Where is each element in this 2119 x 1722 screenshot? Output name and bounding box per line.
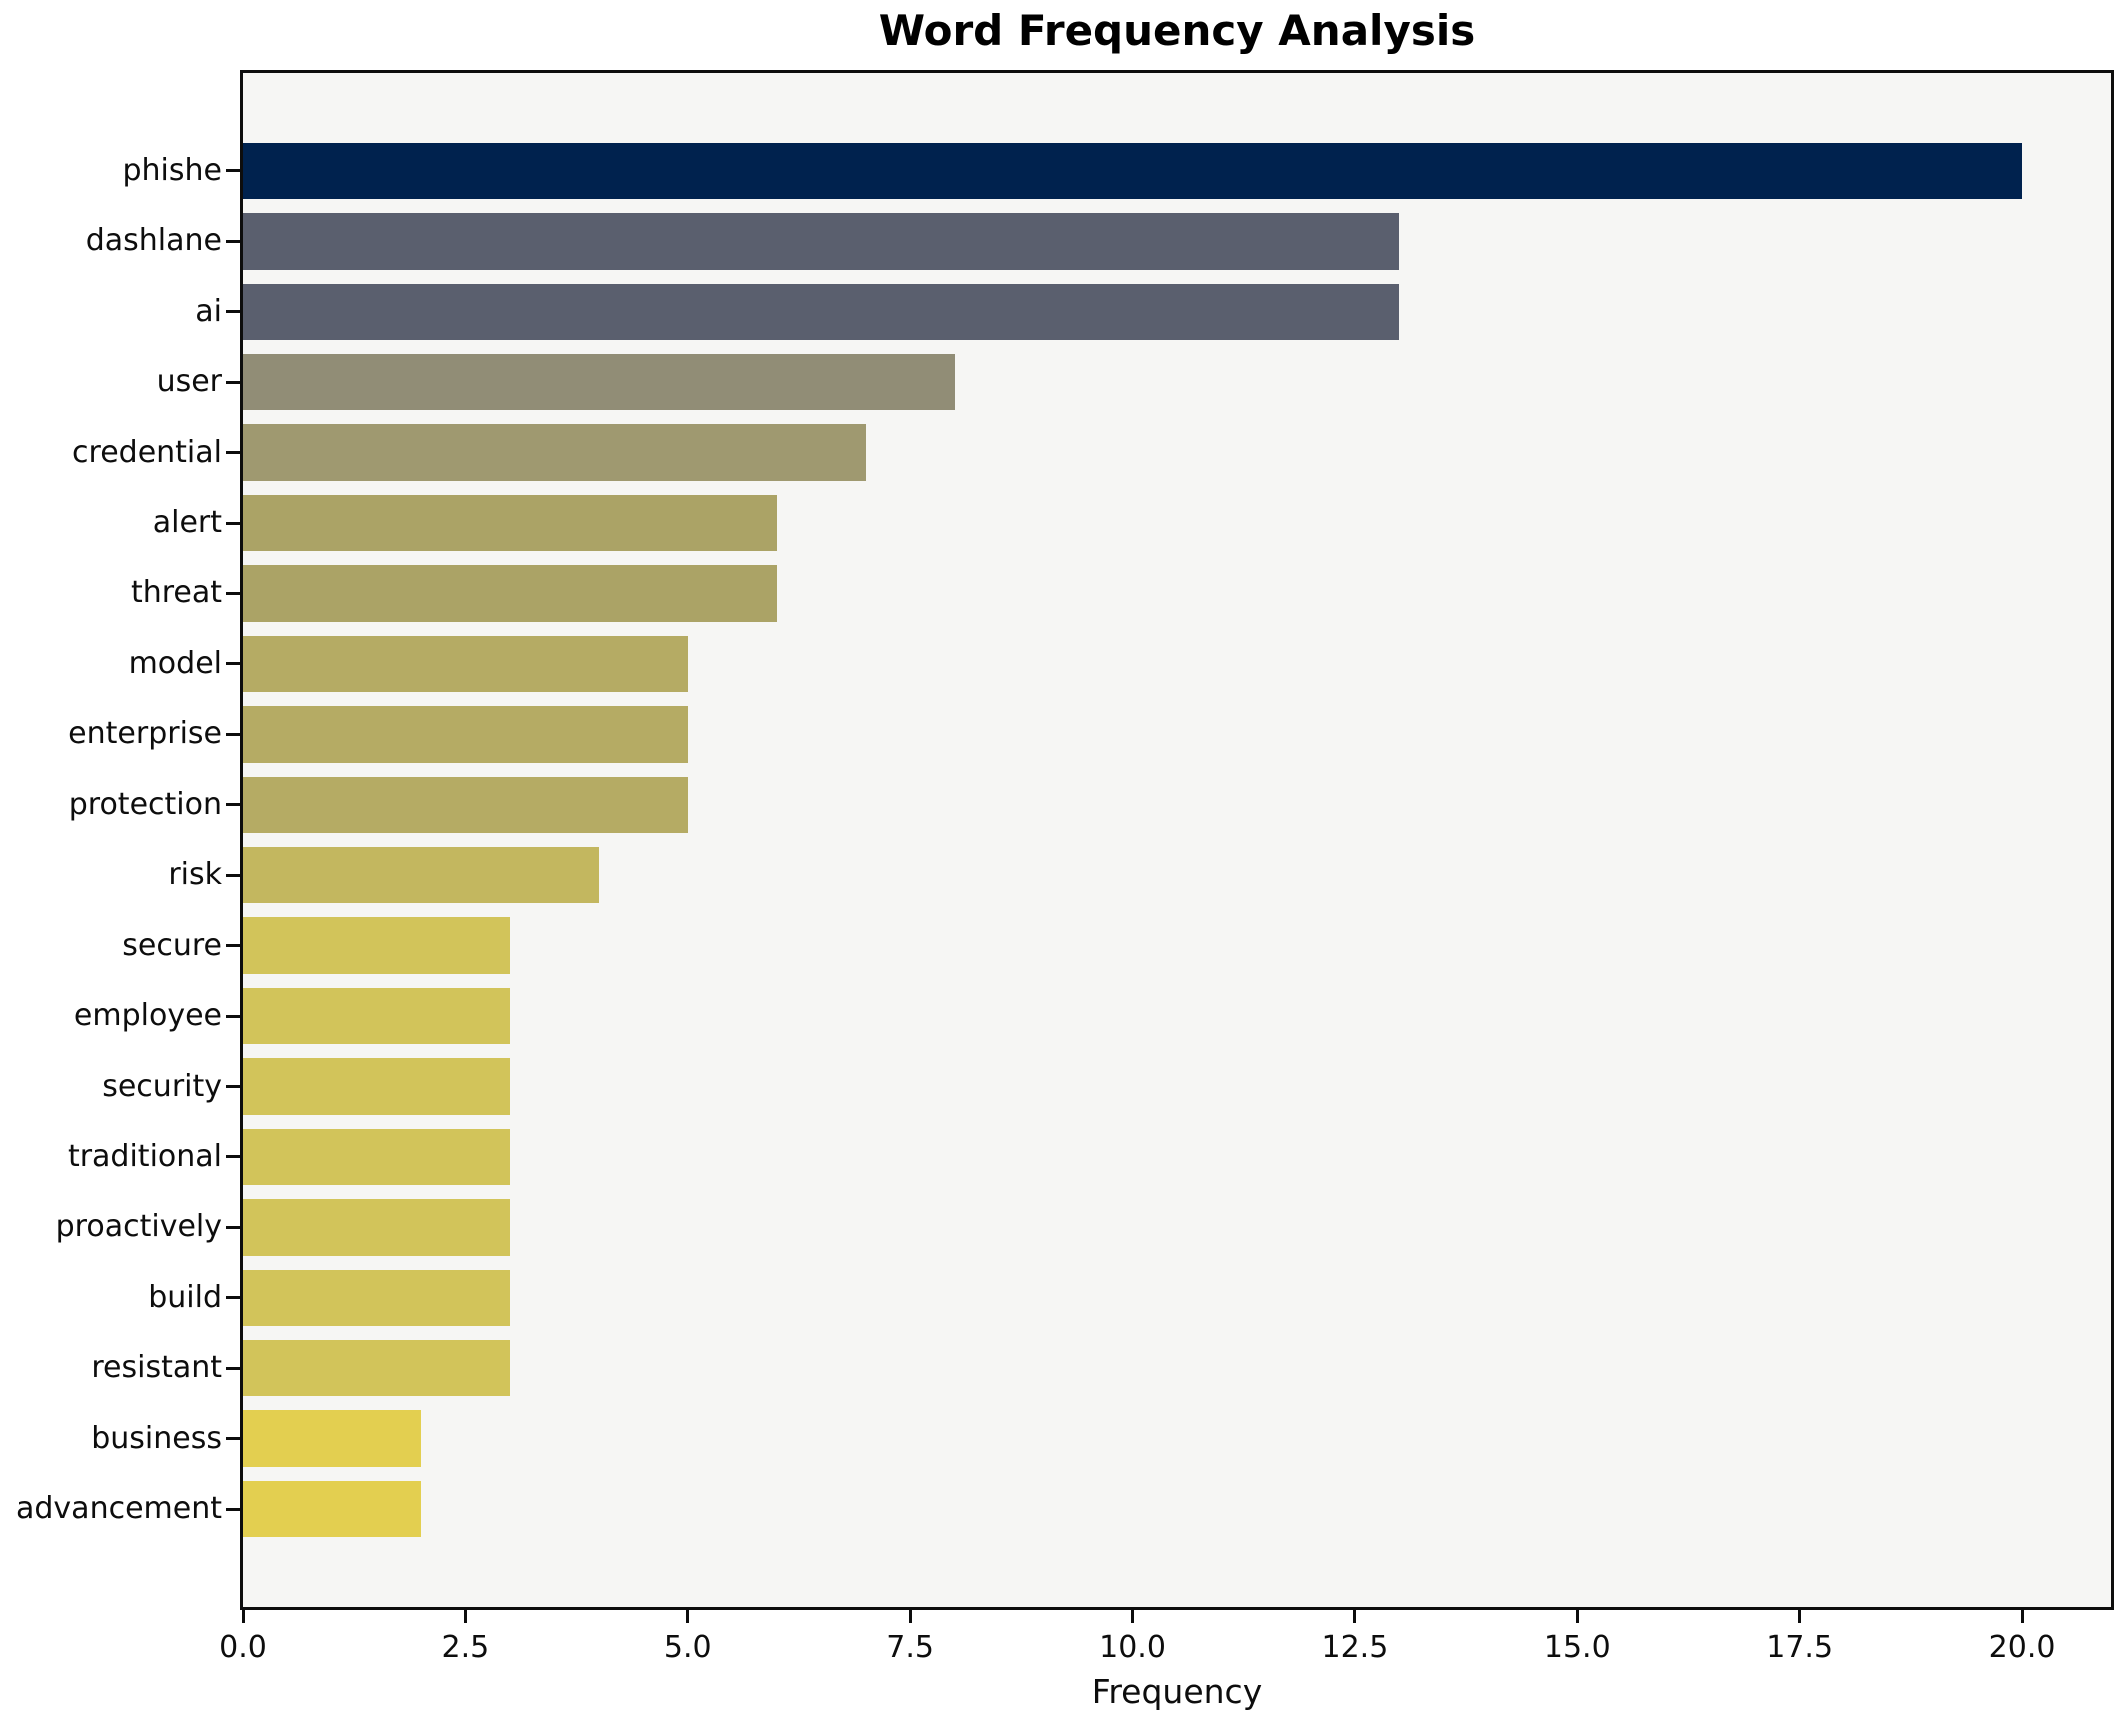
bar-model [243,635,688,693]
ytick-mark [226,1085,240,1088]
ytick-label-phishe: phishe [122,152,223,188]
ytick-mark [226,591,240,595]
ytick-label-proactively: proactively [55,1209,222,1245]
bar-credential [243,424,866,481]
bar-business [243,1410,421,1467]
xtick-label-0.0: 0.0 [219,1630,267,1665]
bar-threat [243,565,777,622]
ytick-mark [226,1225,240,1229]
xtick-label-7.5: 7.5 [886,1630,934,1665]
x-axis-label: Frequency [1091,1672,1263,1711]
ytick-mark [226,310,240,314]
ytick-label-dashlane: dashlane [85,223,222,259]
xtick-label-12.5: 12.5 [1321,1630,1389,1665]
xtick-mark [1798,1610,1802,1623]
bar-employee [243,987,510,1045]
bar-ai [243,283,1400,340]
bar-alert [243,494,777,552]
chart-title: Word Frequency Analysis [878,6,1476,55]
ytick-label-risk: risk [168,857,222,893]
ytick-label-secure: secure [122,927,222,963]
bar-traditional [243,1128,510,1186]
ytick-mark [226,1366,240,1370]
bar-secure [243,917,510,974]
ytick-label-advancement: advancement [16,1491,222,1527]
xtick-mark [1131,1610,1135,1623]
ytick-label-protection: protection [68,786,222,822]
ytick-mark [226,169,240,173]
bar-advancement [243,1480,421,1538]
bar-enterprise [243,706,688,763]
xtick-label-17.5: 17.5 [1766,1630,1834,1665]
ytick-label-security: security [102,1068,222,1104]
ytick-mark [226,732,240,736]
bar-protection [243,776,688,833]
ytick-label-credential: credential [72,434,222,470]
ytick-mark [226,944,240,948]
xtick-mark [686,1610,690,1623]
bar-phishe [243,142,2023,200]
ytick-mark [226,803,240,807]
ytick-mark [226,1507,240,1511]
ytick-mark [226,1155,240,1159]
ytick-label-threat: threat [130,575,222,611]
ytick-label-ai: ai [195,293,222,329]
ytick-label-business: business [91,1420,222,1456]
xtick-label-10.0: 10.0 [1099,1630,1166,1665]
xtick-mark [463,1610,467,1623]
ytick-mark [226,1296,240,1300]
bar-resistant [243,1340,510,1397]
xtick-mark [1575,1610,1579,1623]
ytick-mark [226,662,240,666]
xtick-label-15.0: 15.0 [1543,1630,1611,1665]
bar-user [243,354,955,411]
ytick-mark [226,521,240,525]
xtick-mark [241,1610,245,1623]
ytick-mark [226,873,240,877]
plot-area [240,70,2114,1610]
ytick-label-alert: alert [152,505,222,541]
bar-build [243,1269,510,1326]
ytick-label-enterprise: enterprise [68,716,222,752]
bar-risk [243,847,599,904]
ytick-label-user: user [156,364,222,400]
bar-dashlane [243,213,1400,270]
xtick-label-2.5: 2.5 [441,1630,490,1665]
ytick-label-model: model [128,645,222,681]
bar-security [243,1058,510,1115]
xtick-mark [2020,1610,2024,1623]
ytick-mark [226,380,240,384]
ytick-mark [226,239,240,243]
xtick-mark [908,1610,912,1623]
bars-layer [243,73,2111,1607]
ytick-mark [226,451,240,455]
ytick-label-build: build [148,1279,222,1315]
xtick-label-5.0: 5.0 [663,1630,712,1665]
ytick-label-traditional: traditional [67,1138,222,1174]
ytick-mark [226,1014,240,1018]
ytick-mark [226,1437,240,1441]
xtick-label-20.0: 20.0 [1988,1630,2056,1665]
xtick-mark [1353,1610,1357,1623]
ytick-label-resistant: resistant [91,1350,222,1386]
ytick-label-employee: employee [73,998,222,1034]
bar-proactively [243,1199,510,1256]
